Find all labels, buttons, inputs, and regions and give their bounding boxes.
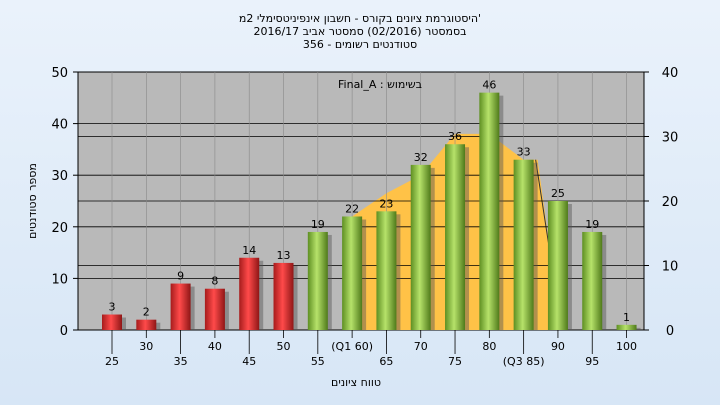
y-tick-label: 0: [60, 324, 68, 339]
bar-(Q3 85): [513, 159, 534, 330]
bar-value-label: 22: [345, 202, 359, 215]
x-tick-label: 75: [448, 355, 462, 368]
bar-value-label: 46: [482, 79, 496, 92]
bar-value-label: 14: [242, 244, 256, 257]
bar-25: [102, 314, 122, 330]
bar-45: [239, 257, 260, 330]
y2-tick-label: 10: [662, 260, 679, 275]
x-tick-label: 70: [414, 340, 428, 353]
x-tick-label: 100: [616, 340, 637, 353]
bar-90: [547, 201, 568, 330]
bar-value-label: 36: [448, 130, 462, 143]
y2-tick-label: 40: [662, 66, 679, 81]
x-tick-label: 30: [139, 340, 153, 353]
y2-tick-label: 30: [662, 131, 679, 146]
bar-75: [445, 144, 466, 330]
chart-title-line-1: היסטוגרמת ציונים בקורס - חשבון אינפיניטס…: [238, 12, 482, 25]
bar-value-label: 19: [311, 218, 325, 231]
x-tick-label: (Q1 60): [331, 340, 373, 353]
bar-55: [307, 231, 328, 330]
bar-value-label: 9: [177, 270, 184, 283]
bar-(Q1 60): [342, 216, 363, 330]
bar-value-label: 33: [517, 146, 531, 159]
y2-tick-label: 0: [666, 324, 674, 339]
bar-80: [479, 92, 500, 330]
bar-value-label: 3: [109, 301, 116, 314]
bar-value-label: 13: [277, 249, 291, 262]
bar-value-label: 23: [379, 197, 393, 210]
bar-100: [616, 324, 637, 330]
x-tick-label: 80: [482, 340, 496, 353]
bar-70: [410, 164, 431, 330]
y-tick-label: 50: [51, 66, 68, 81]
x-tick-label: 95: [585, 355, 599, 368]
y-tick-label: 20: [51, 221, 68, 236]
x-tick-label: 40: [208, 340, 222, 353]
bar-40: [204, 288, 225, 330]
bar-30: [136, 319, 157, 330]
x-tick-label: 55: [311, 355, 325, 368]
x-tick-label: 35: [174, 355, 188, 368]
bar-65: [376, 211, 397, 330]
x-tick-label: (Q3 85): [503, 355, 545, 368]
bar-value-label: 19: [585, 218, 599, 231]
x-tick-label: 65: [379, 355, 393, 368]
y-axis-label: מספר סטודנטים: [26, 163, 39, 239]
bar-value-label: 2: [143, 306, 150, 319]
bar-35: [170, 283, 191, 330]
x-tick-label: 25: [105, 355, 119, 368]
y-tick-label: 10: [51, 272, 68, 287]
bar-50: [273, 262, 294, 330]
x-tick-label: 45: [242, 355, 256, 368]
x-axis-label: טווח ציונים: [331, 376, 381, 389]
bar-value-label: 25: [551, 187, 565, 200]
y-tick-label: 30: [51, 169, 68, 184]
bar-95: [582, 231, 603, 330]
chart-title-line-2: בסמסטר (02/2016) סמסטר אביב 2016/17: [253, 25, 467, 38]
legend-text: Final_A : בשימוש: [338, 78, 422, 91]
bar-value-label: 1: [623, 311, 630, 324]
y2-tick-label: 20: [662, 195, 679, 210]
x-tick-label: 50: [277, 340, 291, 353]
chart-title-line-3: סטודנטים רשומים - 356: [302, 38, 418, 51]
bar-value-label: 8: [211, 275, 218, 288]
x-tick-label: 90: [551, 340, 565, 353]
bar-value-label: 32: [414, 151, 428, 164]
y-tick-label: 40: [51, 118, 68, 133]
